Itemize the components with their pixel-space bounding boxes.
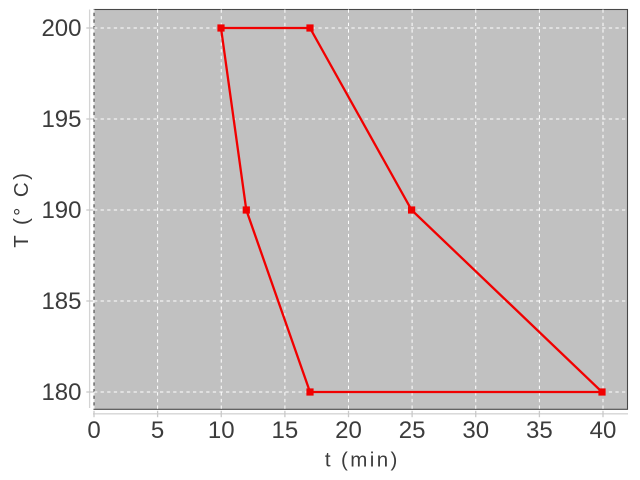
svg-text:15: 15 [272,417,299,444]
svg-text:25: 25 [399,417,426,444]
svg-text:t (min): t (min) [325,449,400,472]
svg-text:10: 10 [208,417,235,444]
svg-text:200: 200 [41,15,81,42]
svg-text:190: 190 [41,197,81,224]
svg-text:35: 35 [526,417,553,444]
svg-text:40: 40 [590,417,617,444]
svg-text:0: 0 [87,417,100,444]
svg-text:T (° C): T (° C) [10,171,33,248]
svg-text:180: 180 [41,379,81,406]
svg-text:185: 185 [41,288,81,315]
svg-text:5: 5 [151,417,164,444]
svg-text:30: 30 [462,417,489,444]
svg-text:195: 195 [41,106,81,133]
svg-text:20: 20 [335,417,362,444]
